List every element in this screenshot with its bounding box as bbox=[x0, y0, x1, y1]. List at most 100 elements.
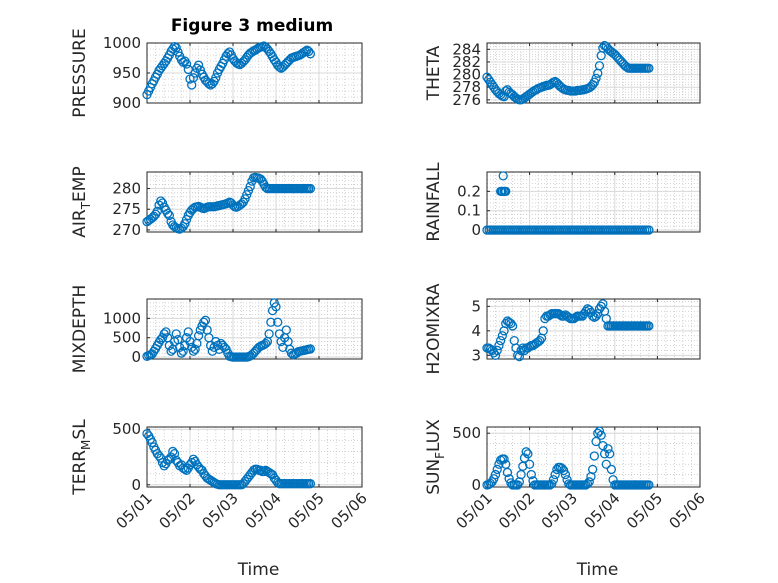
y-tick-label: 278 bbox=[452, 78, 481, 96]
data-point bbox=[261, 338, 271, 349]
x-tick-label: 05/04 bbox=[580, 489, 623, 532]
data-point bbox=[497, 331, 507, 341]
plot-area bbox=[486, 426, 701, 488]
axes-box bbox=[486, 298, 701, 360]
data-point bbox=[494, 340, 504, 351]
data-point bbox=[490, 469, 501, 480]
data-point bbox=[243, 185, 254, 196]
subplot-8: 0 500 SUNFLUX 05/01 05/02 05/03 05/04 05/05 05/0… bbox=[424, 419, 709, 580]
data-point bbox=[605, 449, 615, 459]
y-tick-label: 1000 bbox=[103, 34, 141, 52]
x-tick-label: 05/03 bbox=[199, 489, 242, 532]
data-point bbox=[190, 68, 200, 78]
data-point bbox=[300, 46, 310, 57]
y-tick-label: 500 bbox=[452, 424, 481, 442]
data-point bbox=[176, 348, 187, 358]
y-axis-label: H2OMIXRA bbox=[424, 283, 444, 374]
y-axis-label: TERRMSL bbox=[70, 419, 93, 496]
data-point bbox=[242, 190, 252, 200]
data-point bbox=[278, 342, 288, 353]
data-point bbox=[501, 186, 511, 197]
data-point bbox=[644, 480, 654, 490]
data-point bbox=[589, 451, 600, 461]
data-point bbox=[171, 43, 181, 53]
subplot-7: 0 500 TERRMSL 05/01 05/02 05/03 05/04 05/05 05/0… bbox=[70, 419, 371, 580]
data-point bbox=[582, 479, 593, 489]
axes-box bbox=[146, 298, 363, 360]
data-point bbox=[185, 336, 195, 347]
data-point bbox=[245, 181, 255, 192]
x-tick-label: 05/04 bbox=[242, 489, 285, 532]
data-point bbox=[169, 449, 180, 459]
data-point bbox=[524, 459, 535, 469]
data-point bbox=[199, 317, 209, 327]
axes-box bbox=[146, 171, 363, 233]
data-point bbox=[587, 464, 598, 475]
y-tick-label: 500 bbox=[112, 329, 141, 347]
data-point bbox=[193, 60, 204, 70]
y-tick-label: 5 bbox=[471, 297, 481, 315]
data-point bbox=[286, 348, 297, 358]
axes-box bbox=[486, 426, 701, 488]
data-point bbox=[240, 194, 250, 204]
y-tick-label: 0 bbox=[471, 221, 481, 239]
data-point bbox=[188, 73, 199, 83]
data-point bbox=[264, 329, 274, 339]
data-point bbox=[190, 344, 200, 354]
data-point bbox=[594, 61, 605, 71]
data-point bbox=[489, 474, 499, 484]
data-point bbox=[492, 345, 502, 356]
data-point bbox=[147, 437, 157, 448]
data-point bbox=[166, 346, 176, 356]
data-point bbox=[559, 465, 569, 476]
data-point bbox=[514, 351, 525, 362]
y-tick-label: 284 bbox=[452, 40, 481, 58]
y-tick-label: 500 bbox=[112, 420, 141, 438]
data-point bbox=[502, 467, 513, 478]
y-tick-label: 275 bbox=[112, 200, 141, 218]
y-axis-label: RAINFALL bbox=[424, 162, 444, 242]
data-point bbox=[507, 321, 518, 331]
y-tick-label: 900 bbox=[112, 94, 141, 112]
data-point bbox=[521, 447, 531, 457]
data-point bbox=[304, 46, 314, 57]
data-point bbox=[164, 210, 175, 221]
x-tick-label: 05/02 bbox=[156, 489, 199, 532]
y-axis-label: AIRTEMP bbox=[70, 166, 93, 237]
y-axis-label: SUNFLUX bbox=[424, 419, 447, 495]
data-point bbox=[173, 47, 183, 57]
x-axis-label: Time bbox=[576, 560, 619, 580]
data-point bbox=[152, 206, 162, 216]
data-point bbox=[523, 449, 533, 459]
data-point bbox=[162, 208, 173, 219]
data-point bbox=[550, 469, 560, 480]
data-point bbox=[591, 73, 601, 84]
data-point bbox=[305, 479, 316, 489]
data-point bbox=[584, 477, 594, 487]
x-axis-label: Time bbox=[237, 560, 280, 580]
x-tick-label: 05/01 bbox=[453, 489, 496, 532]
data-point bbox=[518, 343, 528, 353]
data-point bbox=[200, 315, 211, 325]
data-point bbox=[606, 464, 617, 475]
y-tick-label: 0 bbox=[131, 348, 141, 366]
data-point bbox=[271, 302, 281, 312]
data-point bbox=[193, 331, 204, 341]
data-point bbox=[266, 317, 276, 327]
x-tick-label: 05/02 bbox=[495, 489, 538, 532]
y-tick-label: 1000 bbox=[103, 309, 141, 327]
data-point bbox=[499, 454, 509, 464]
y-tick-label: 3 bbox=[471, 346, 481, 364]
x-tick-label: 05/05 bbox=[623, 489, 666, 532]
data-point bbox=[305, 183, 316, 194]
data-point bbox=[490, 350, 501, 360]
data-point bbox=[644, 63, 654, 73]
y-tick-label: 270 bbox=[112, 221, 141, 239]
data-point bbox=[183, 327, 193, 337]
data-point bbox=[195, 65, 205, 75]
subplot-4: 00.1 0.2 RAINFALL bbox=[424, 162, 701, 242]
data-point bbox=[601, 459, 611, 469]
data-point bbox=[596, 430, 606, 440]
